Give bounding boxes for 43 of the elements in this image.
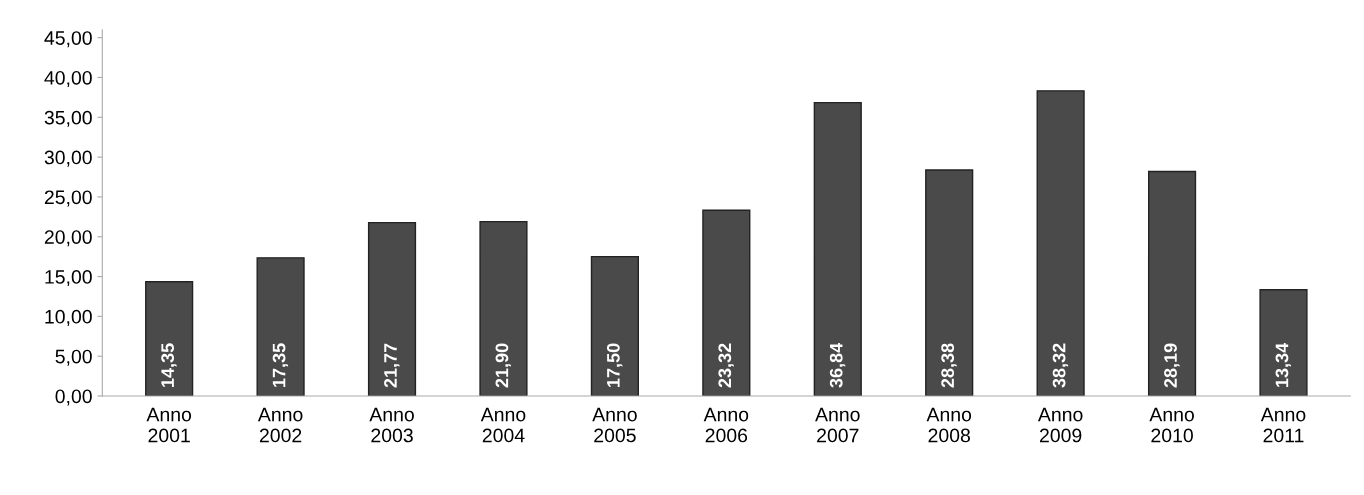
data-label: 36,84: [829, 342, 846, 388]
y-tick-label: 5,00: [55, 349, 92, 366]
y-tick-label: 40,00: [44, 70, 92, 88]
bar: [702, 209, 751, 396]
data-label: 21,77: [384, 343, 400, 388]
y-tick-label: 35,00: [44, 110, 92, 127]
x-tick-label: Anno 2005: [592, 407, 637, 443]
y-tick-label: 20,00: [44, 230, 92, 247]
bar: [367, 221, 417, 396]
bar: [479, 220, 528, 396]
x-tick-label: Anno 2002: [257, 407, 303, 443]
data-label: 38,32: [1052, 343, 1069, 388]
bar: [813, 101, 862, 396]
y-tick-label: 0,00: [55, 389, 92, 406]
bar: [590, 255, 639, 396]
data-label: 17,35: [272, 343, 289, 387]
y-tick-label: 10,00: [45, 309, 92, 326]
data-label: 23,32: [718, 343, 734, 388]
y-tick-label: 15,00: [45, 270, 92, 287]
x-tick-label: Anno 2011: [1260, 407, 1306, 443]
bar: [925, 169, 974, 396]
bar: [1259, 289, 1308, 396]
bar: [1036, 90, 1085, 396]
x-tick-label: Anno 2003: [369, 407, 414, 443]
bar: [1147, 170, 1197, 396]
y-tick-label: 25,00: [44, 190, 92, 207]
bar: [145, 281, 194, 396]
x-tick-label: Anno 2009: [1037, 407, 1083, 443]
x-tick-label: Anno 2007: [815, 407, 860, 443]
y-tick-label: 45,00: [44, 31, 92, 48]
data-label: 21,90: [495, 343, 511, 388]
x-tick-label: Anno 2006: [703, 407, 749, 443]
bar: [256, 257, 305, 396]
data-label: 17,50: [606, 343, 623, 387]
data-label: 28,38: [941, 343, 957, 388]
x-tick-label: Anno 2010: [1149, 407, 1194, 443]
data-label: 14,35: [161, 343, 177, 387]
x-tick-label: Anno 2004: [480, 407, 526, 443]
x-tick-label: Anno 2008: [926, 407, 972, 443]
data-label: 28,19: [1164, 343, 1180, 388]
y-tick-label: 30,00: [44, 150, 92, 167]
data-label: 13,34: [1275, 342, 1291, 387]
x-tick-label: Anno 2001: [146, 407, 192, 443]
